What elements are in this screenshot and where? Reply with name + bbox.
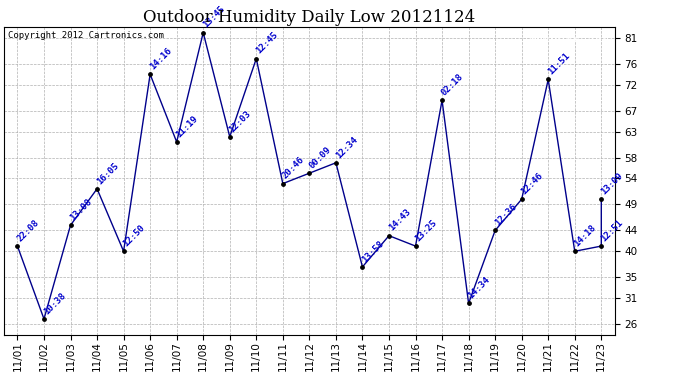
Text: 14:18: 14:18: [573, 223, 598, 249]
Text: 12:45: 12:45: [254, 30, 279, 56]
Point: [437, 97, 448, 103]
Point: [12, 243, 23, 249]
Point: [595, 243, 607, 249]
Point: [198, 30, 209, 36]
Text: 16:05: 16:05: [95, 160, 120, 186]
Point: [595, 196, 607, 202]
Point: [65, 222, 76, 228]
Text: 12:36: 12:36: [493, 202, 518, 228]
Text: 12:34: 12:34: [334, 135, 359, 160]
Text: 12:03: 12:03: [228, 109, 253, 134]
Text: 00:09: 00:09: [307, 145, 333, 170]
Point: [277, 181, 288, 187]
Text: 13:25: 13:25: [413, 218, 439, 243]
Text: 14:16: 14:16: [148, 46, 173, 72]
Point: [516, 196, 527, 202]
Point: [490, 228, 501, 234]
Text: 02:18: 02:18: [440, 72, 465, 98]
Text: 11:51: 11:51: [546, 51, 571, 77]
Text: 10:38: 10:38: [42, 291, 67, 316]
Title: Outdoor Humidity Daily Low 20121124: Outdoor Humidity Daily Low 20121124: [144, 9, 475, 26]
Point: [569, 248, 580, 254]
Point: [39, 316, 50, 322]
Text: 12:50: 12:50: [121, 223, 147, 249]
Point: [543, 76, 554, 82]
Point: [410, 243, 421, 249]
Point: [224, 134, 235, 140]
Point: [384, 232, 395, 238]
Text: Copyright 2012 Cartronics.com: Copyright 2012 Cartronics.com: [8, 31, 164, 40]
Text: 13:58: 13:58: [360, 239, 386, 264]
Point: [331, 160, 342, 166]
Point: [357, 264, 368, 270]
Point: [463, 300, 474, 306]
Point: [118, 248, 129, 254]
Text: 22:08: 22:08: [15, 218, 41, 243]
Text: 11:19: 11:19: [175, 114, 200, 139]
Point: [92, 186, 103, 192]
Point: [145, 71, 156, 77]
Point: [171, 139, 182, 145]
Text: 13:45: 13:45: [201, 4, 226, 30]
Text: 13:08: 13:08: [68, 197, 94, 222]
Text: 12:51: 12:51: [599, 218, 624, 243]
Text: Humidity  (%): Humidity (%): [531, 33, 607, 44]
Text: 14:43: 14:43: [387, 207, 412, 233]
Point: [250, 56, 262, 62]
Text: 13:09: 13:09: [599, 171, 624, 196]
Text: 12:46: 12:46: [520, 171, 545, 196]
Text: 14:34: 14:34: [466, 275, 492, 301]
Point: [304, 170, 315, 176]
Text: 20:46: 20:46: [281, 156, 306, 181]
